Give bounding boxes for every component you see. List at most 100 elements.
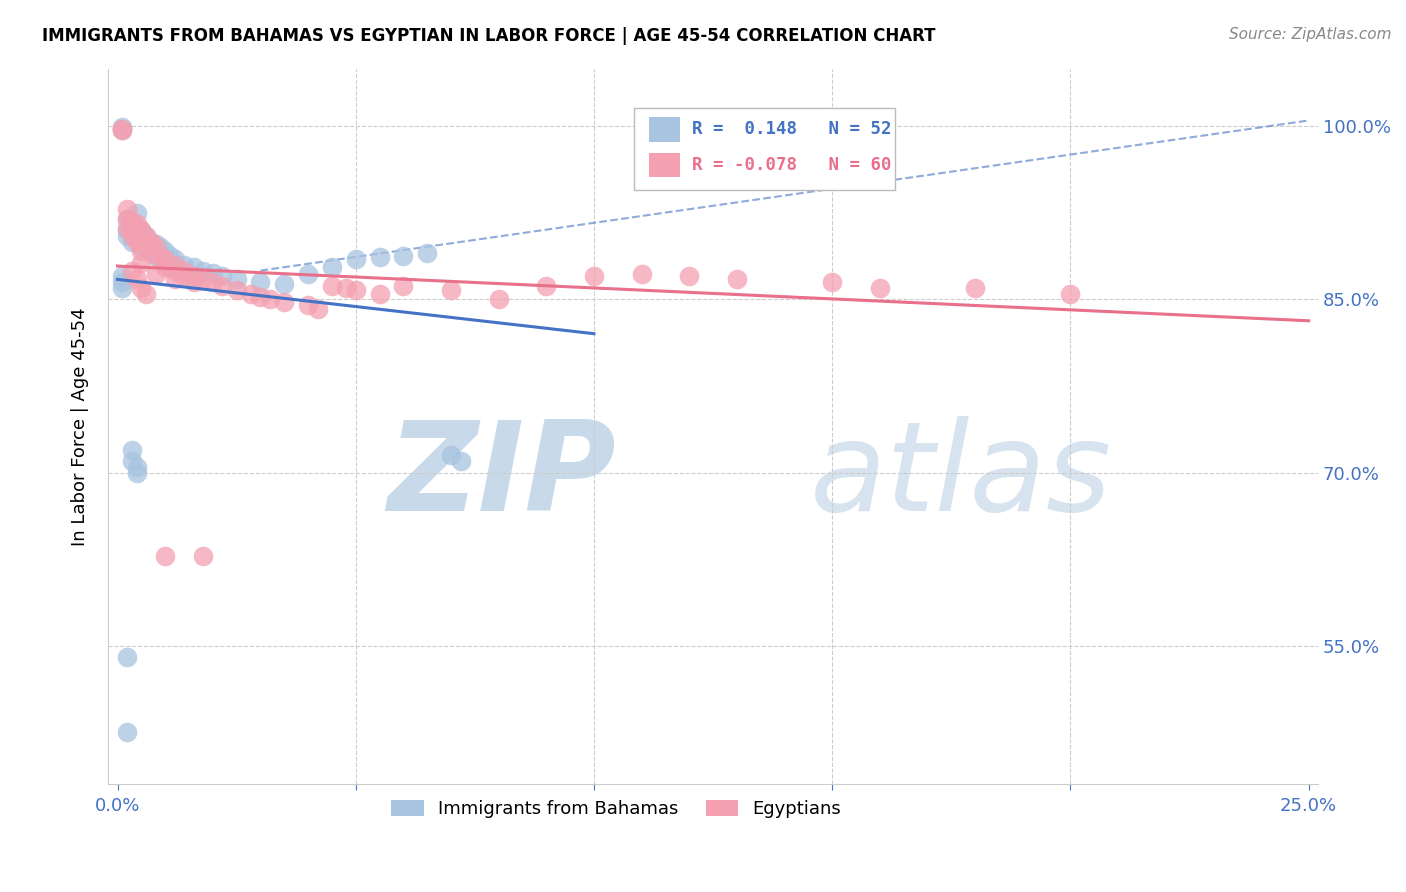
- Point: [450, 454, 472, 468]
- Point: [582, 269, 605, 284]
- Text: ZIP: ZIP: [388, 416, 616, 537]
- Point: [131, 235, 153, 249]
- Point: [630, 267, 652, 281]
- Point: [183, 275, 205, 289]
- Point: [153, 244, 176, 258]
- Point: [149, 240, 172, 254]
- Point: [249, 275, 271, 289]
- Point: [131, 223, 153, 237]
- Text: R = -0.078   N = 60: R = -0.078 N = 60: [693, 156, 891, 174]
- Point: [869, 281, 891, 295]
- Point: [139, 235, 162, 249]
- Point: [125, 271, 148, 285]
- Point: [145, 237, 167, 252]
- Point: [153, 255, 176, 269]
- Point: [536, 278, 558, 293]
- Point: [297, 267, 319, 281]
- Point: [173, 269, 195, 284]
- FancyBboxPatch shape: [634, 108, 894, 190]
- Point: [149, 249, 172, 263]
- Point: [139, 244, 162, 258]
- Point: [821, 275, 844, 289]
- Point: [125, 206, 148, 220]
- Point: [239, 286, 262, 301]
- Point: [115, 223, 138, 237]
- Point: [115, 725, 138, 739]
- Point: [131, 281, 153, 295]
- Point: [111, 269, 134, 284]
- Point: [111, 275, 134, 289]
- Point: [121, 442, 143, 457]
- Point: [115, 211, 138, 226]
- Point: [159, 260, 181, 274]
- Text: atlas: atlas: [810, 416, 1112, 537]
- Point: [121, 218, 143, 232]
- Point: [1059, 286, 1081, 301]
- Point: [111, 122, 134, 136]
- Point: [145, 249, 167, 263]
- Text: Source: ZipAtlas.com: Source: ZipAtlas.com: [1229, 27, 1392, 42]
- Point: [131, 244, 153, 258]
- Point: [135, 237, 157, 252]
- Point: [125, 235, 148, 249]
- Point: [125, 226, 148, 240]
- Point: [321, 260, 343, 274]
- Point: [121, 229, 143, 244]
- Point: [139, 246, 162, 260]
- Point: [193, 549, 215, 563]
- Point: [135, 286, 157, 301]
- Point: [115, 220, 138, 235]
- Point: [193, 263, 215, 277]
- Point: [344, 283, 367, 297]
- Point: [307, 301, 329, 316]
- Point: [163, 258, 186, 272]
- FancyBboxPatch shape: [650, 117, 681, 142]
- Point: [121, 263, 143, 277]
- Point: [725, 271, 748, 285]
- Point: [173, 263, 195, 277]
- Point: [488, 293, 510, 307]
- Point: [163, 252, 186, 266]
- Point: [211, 278, 233, 293]
- Point: [121, 454, 143, 468]
- Point: [297, 298, 319, 312]
- Text: R =  0.148   N = 52: R = 0.148 N = 52: [693, 120, 891, 138]
- Point: [135, 229, 157, 244]
- Point: [225, 271, 247, 285]
- FancyBboxPatch shape: [650, 153, 681, 178]
- Point: [121, 226, 143, 240]
- Point: [145, 240, 167, 254]
- Point: [111, 120, 134, 135]
- Point: [440, 448, 463, 462]
- Point: [139, 235, 162, 249]
- Point: [125, 220, 148, 235]
- Point: [125, 218, 148, 232]
- Point: [183, 269, 205, 284]
- Point: [211, 269, 233, 284]
- Point: [201, 275, 224, 289]
- Point: [678, 269, 700, 284]
- Point: [115, 202, 138, 217]
- Point: [111, 121, 134, 136]
- Point: [131, 255, 153, 269]
- Y-axis label: In Labor Force | Age 45-54: In Labor Force | Age 45-54: [72, 307, 89, 546]
- Point: [259, 293, 281, 307]
- Point: [392, 278, 415, 293]
- Point: [153, 260, 176, 274]
- Point: [145, 267, 167, 281]
- Point: [416, 246, 439, 260]
- Point: [440, 283, 463, 297]
- Point: [131, 240, 153, 254]
- Point: [153, 252, 176, 266]
- Point: [173, 258, 195, 272]
- Point: [201, 266, 224, 280]
- Point: [125, 466, 148, 480]
- Point: [368, 286, 391, 301]
- Point: [125, 459, 148, 474]
- Point: [121, 223, 143, 237]
- Point: [193, 271, 215, 285]
- Point: [273, 294, 295, 309]
- Point: [111, 122, 134, 136]
- Point: [368, 250, 391, 264]
- Point: [115, 211, 138, 226]
